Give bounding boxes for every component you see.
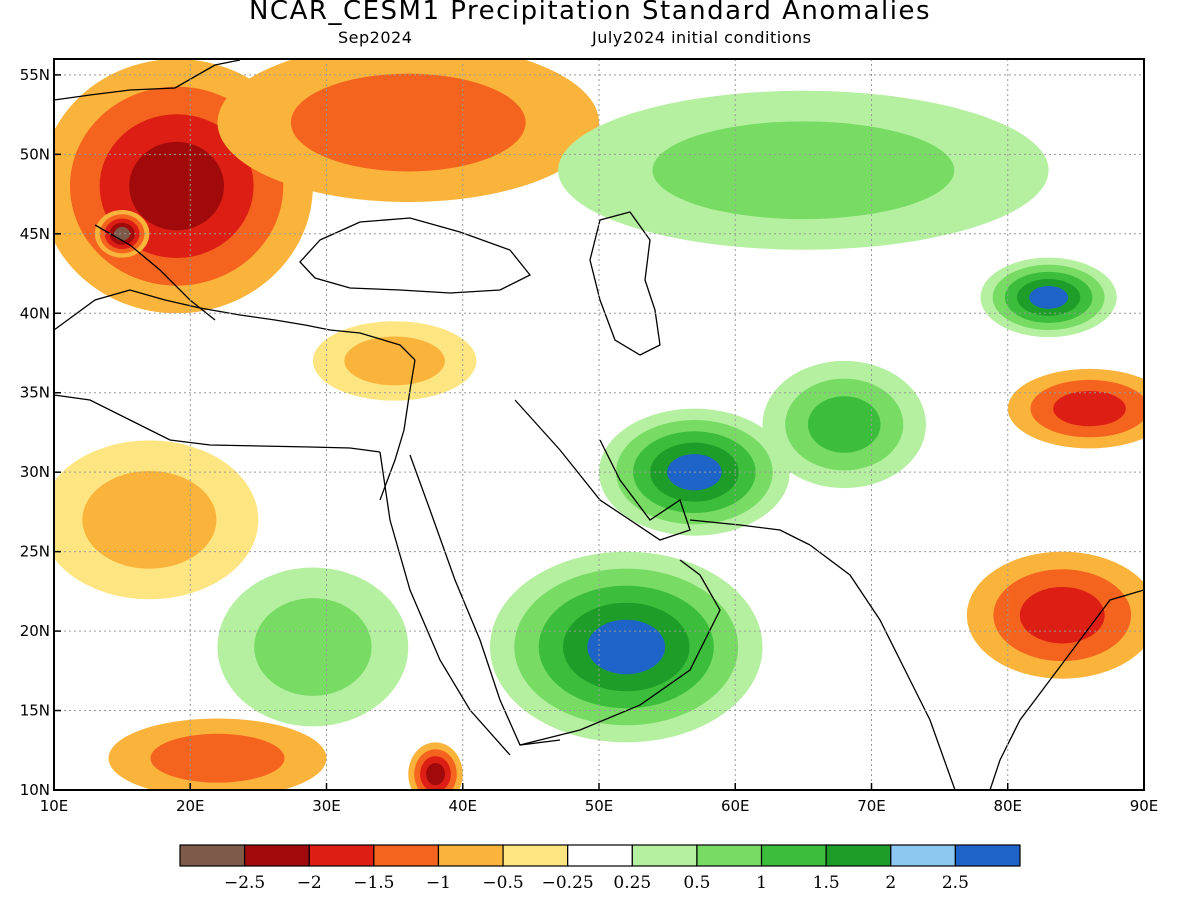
y-tick-label: 10N (20, 781, 50, 799)
colorbar-swatch (308, 844, 375, 867)
colorbar-label: 1 (756, 873, 767, 893)
gulf-of-aden-north (519, 559, 721, 746)
anomaly-contour (807, 396, 881, 453)
colorbar-label: 2 (885, 873, 896, 893)
y-tick-label: 30N (20, 463, 50, 481)
colorbar-swatch (631, 844, 698, 867)
y-tick-label: 45N (20, 225, 50, 243)
colorbar-swatch (890, 844, 956, 867)
anomaly-region-nepal-tibet (1007, 368, 1144, 449)
grid-lines (54, 59, 1144, 790)
india-east-coast (989, 589, 1144, 790)
anomaly-contour (1019, 586, 1105, 644)
colorbar-swatch (179, 844, 246, 867)
baltic-coast (54, 59, 241, 101)
colorbar-swatch (373, 844, 440, 867)
anomaly-contour (114, 226, 130, 241)
anomaly-contour (1029, 286, 1069, 309)
colorbar-swatch (502, 844, 569, 867)
initial-conditions-label: July2024 initial conditions (592, 28, 812, 47)
anomaly-region-libya-sahara (54, 440, 259, 600)
anomaly-region-india-east (966, 551, 1144, 679)
black-sea (299, 217, 532, 294)
anomaly-fields (54, 59, 1144, 790)
colorbar-label: −0.25 (542, 873, 594, 893)
anomaly-contour (344, 336, 445, 386)
anomaly-region-kazakhstan (558, 90, 1049, 250)
caspian-sea (589, 211, 661, 356)
anomaly-contour (129, 141, 225, 231)
colorbar: −2.5 −2 −1.5 −1 −0.5 −0.25 0.25 0.5 1 1.5 2 2.5 (179, 844, 1021, 893)
iran-pakistan-coast (689, 519, 811, 546)
anomaly-region-sudan (217, 567, 409, 727)
anomaly-contour (150, 733, 285, 783)
anomaly-region-arabia-south (490, 551, 763, 743)
red-sea-west (379, 451, 511, 756)
anomaly-region-chad-south (108, 718, 327, 790)
colorbar-label: −1 (426, 873, 451, 893)
x-tick-label: 10E (40, 797, 69, 815)
colorbar-label: −1.5 (353, 873, 394, 893)
adriatic-coast (94, 224, 216, 321)
north-africa-coast (54, 394, 381, 453)
x-tick-label: 50E (585, 797, 614, 815)
anomaly-contour (426, 763, 445, 786)
colorbar-swatch (437, 844, 504, 867)
coastlines (54, 59, 1144, 790)
anomaly-region-ukraine-russia (217, 59, 599, 202)
y-tick-label: 15N (20, 702, 50, 720)
colorbar-swatch (696, 844, 763, 867)
colorbar-label: 1.5 (813, 873, 840, 893)
colorbar-swatch (825, 844, 892, 867)
y-tick-label: 40N (20, 304, 50, 322)
x-tick-label: 40E (448, 797, 477, 815)
x-tick-label: 30E (312, 797, 341, 815)
anomaly-region-ethiopia (408, 742, 463, 790)
chart-title: NCAR_CESM1 Precipitation Standard Anomal… (248, 0, 932, 26)
anomaly-region-afghanistan (762, 360, 926, 489)
valid-month-label: Sep2024 (338, 28, 413, 47)
colorbar-label: −0.5 (482, 873, 523, 893)
levant-coast (379, 359, 416, 501)
x-tick-label: 20E (176, 797, 205, 815)
anomaly-contour (1053, 390, 1126, 427)
colorbar-label: 0.25 (613, 873, 651, 893)
anomaly-contour (290, 73, 526, 172)
y-tick-label: 55N (20, 66, 50, 84)
india-west-coast (809, 544, 956, 790)
y-tick-label: 25N (20, 543, 50, 561)
anomaly-contour (82, 470, 217, 569)
x-tick-label: 70E (857, 797, 886, 815)
y-tick-label: 35N (20, 384, 50, 402)
colorbar-swatch (567, 844, 633, 867)
anomaly-region-kyrgyz-china (980, 257, 1117, 338)
anomaly-contour (254, 598, 372, 696)
x-tick-label: 60E (721, 797, 750, 815)
colorbar-label: 0.5 (683, 873, 710, 893)
colorbar-label: 2.5 (942, 873, 969, 893)
anomaly-contour (652, 121, 955, 220)
colorbar-label: −2 (297, 873, 322, 893)
anomaly-contour (587, 619, 666, 675)
colorbar-swatch (244, 844, 310, 867)
colorbar-swatch (954, 844, 1021, 867)
mediterranean-north-coast (54, 289, 416, 361)
colorbar-label: −2.5 (224, 873, 265, 893)
axis-ticks: 10E 20E 30E 40E 50E 60E 70E 80E 90E 10N 15N 20N 25N 3… (20, 66, 1159, 815)
anomaly-region-croatia-core (94, 209, 150, 258)
colorbar-swatch (760, 844, 827, 867)
x-tick-label: 80E (993, 797, 1022, 815)
anomaly-region-turkey-south (312, 321, 477, 401)
y-tick-label: 20N (20, 622, 50, 640)
x-tick-label: 90E (1130, 797, 1159, 815)
y-tick-label: 50N (20, 145, 50, 163)
persian-gulf (514, 399, 691, 541)
